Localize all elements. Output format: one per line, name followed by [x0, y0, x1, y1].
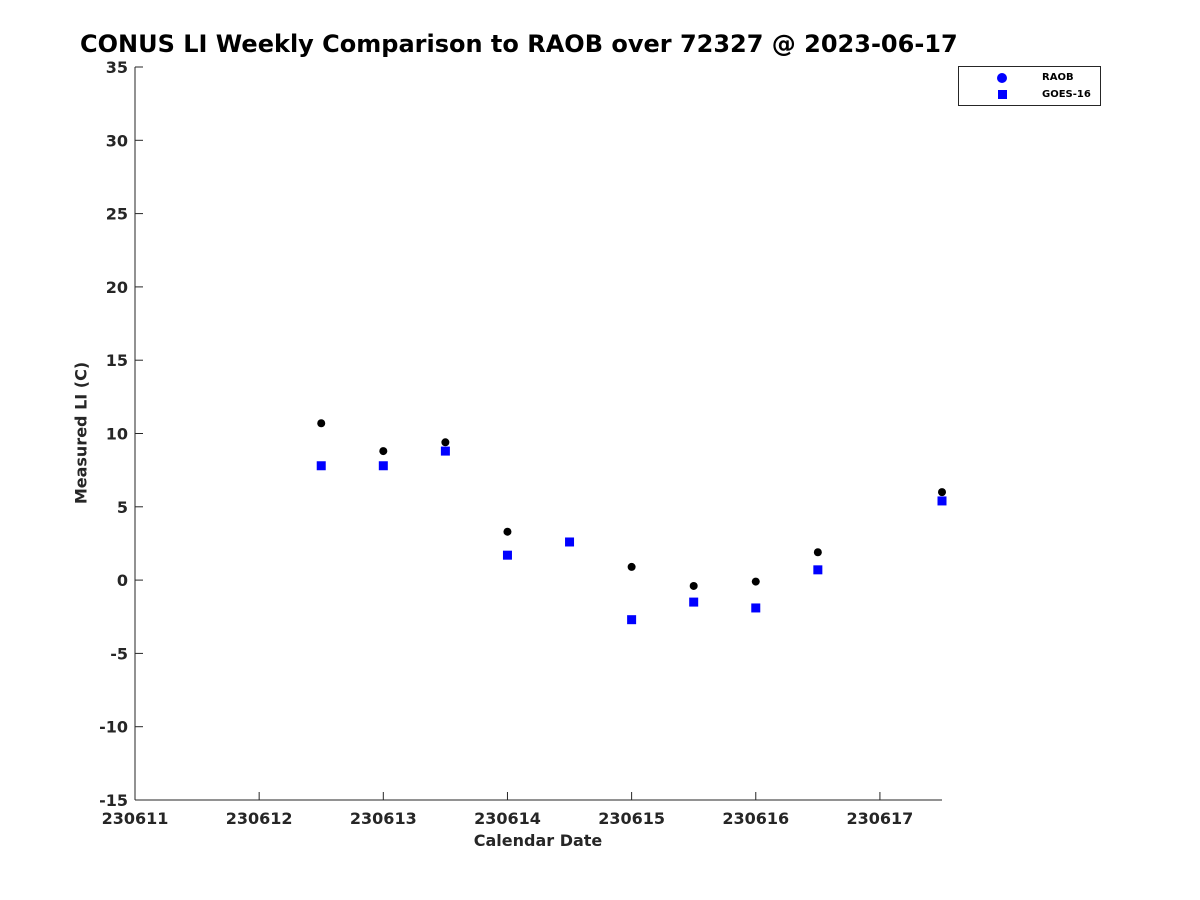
goes16-point — [378, 461, 388, 471]
y-tick-label: 0 — [117, 571, 128, 590]
x-tick-label: 230614 — [474, 809, 541, 828]
raob-point — [689, 581, 698, 590]
goes16-point — [627, 615, 637, 625]
data-marks — [316, 419, 947, 625]
y-tick-label: 10 — [106, 425, 128, 444]
y-tick-label: -15 — [99, 791, 128, 810]
goes16-point — [316, 461, 326, 471]
legend: RAOB GOES-16 — [958, 66, 1101, 106]
x-axis-label: Calendar Date — [473, 831, 603, 850]
chart-title: CONUS LI Weekly Comparison to RAOB over … — [80, 30, 958, 58]
y-axis-label: Measured LI (C) — [71, 361, 91, 505]
legend-label-raob: RAOB — [1042, 72, 1074, 83]
goes16-point — [813, 565, 823, 575]
y-tick-label: 15 — [106, 351, 128, 370]
raob-point — [503, 527, 512, 536]
x-tick-label: 230612 — [226, 809, 293, 828]
y-tick-label: 25 — [106, 205, 128, 224]
x-tick-label: 230613 — [350, 809, 417, 828]
y-tick-label: -5 — [110, 644, 128, 663]
x-axis-ticks: 230611 230612 230613 230614 230615 230616 2306… — [102, 792, 914, 828]
raob-point — [751, 577, 760, 586]
y-tick-label: -10 — [99, 718, 128, 737]
y-axis-ticks: -15 -10 -5 0 5 10 15 20 25 30 35 — [99, 58, 143, 810]
goes16-point — [502, 550, 512, 560]
raob-point — [379, 447, 388, 456]
x-tick-label: 230616 — [722, 809, 789, 828]
raob-point — [627, 562, 636, 571]
y-tick-label: 5 — [117, 498, 128, 517]
legend-label-goes16: GOES-16 — [1042, 89, 1091, 100]
axes — [134, 67, 942, 801]
x-tick-label: 230615 — [598, 809, 665, 828]
x-tick-label: 230617 — [847, 809, 914, 828]
legend-circle-marker-icon — [997, 73, 1007, 83]
x-tick-label: 230611 — [102, 809, 169, 828]
y-tick-label: 30 — [106, 131, 128, 150]
goes16-point — [565, 537, 575, 547]
raob-point — [317, 419, 326, 428]
goes16-point — [937, 496, 947, 506]
y-tick-label: 35 — [106, 58, 128, 77]
legend-square-marker-icon — [998, 90, 1007, 99]
goes16-point — [751, 603, 761, 613]
raob-point — [441, 438, 450, 447]
goes16-point — [440, 446, 450, 456]
raob-point — [813, 548, 822, 557]
y-tick-label: 20 — [106, 278, 128, 297]
raob-point — [938, 488, 946, 497]
goes16-point — [689, 597, 699, 607]
